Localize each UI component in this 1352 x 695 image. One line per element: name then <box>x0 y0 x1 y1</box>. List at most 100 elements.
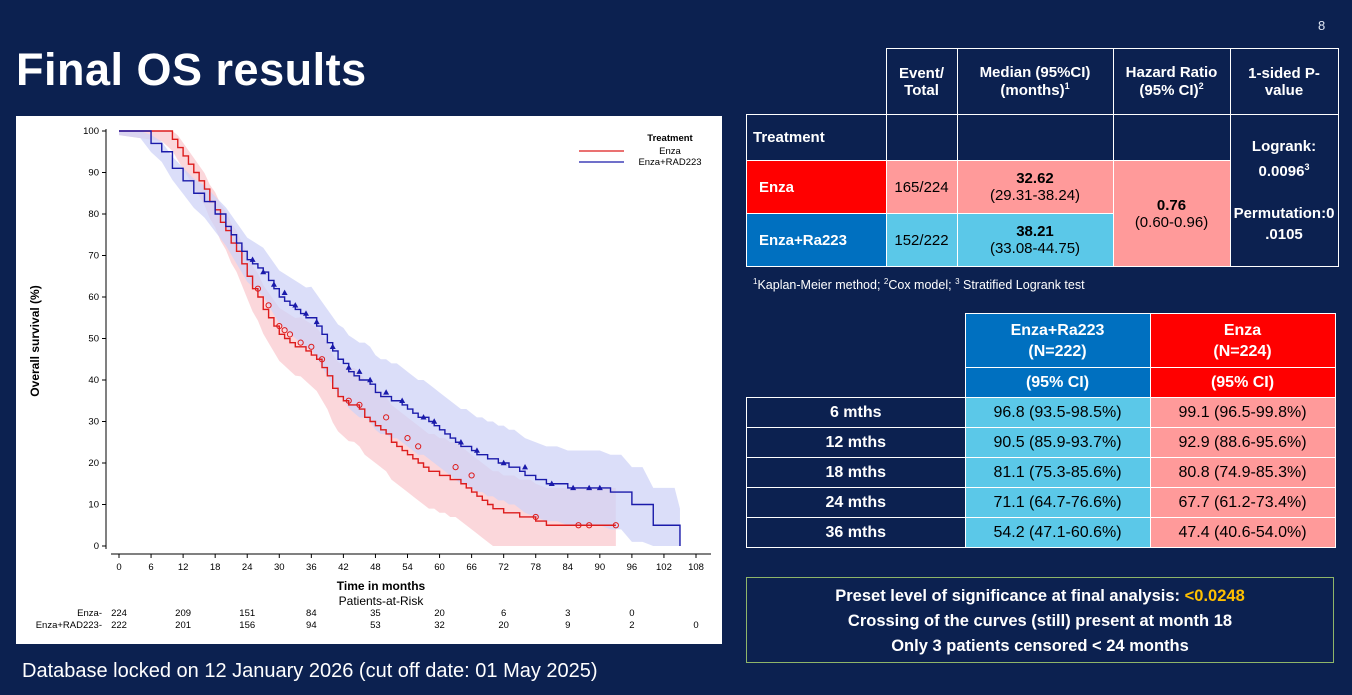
x-tick-label: 48 <box>370 562 381 573</box>
risk-count: 0 <box>629 608 634 619</box>
median-enza-ra223: 38.21 (33.08-44.75) <box>956 213 1114 267</box>
censor-mark-enza <box>468 472 475 479</box>
censor-mark-enza-rad223 <box>586 484 593 491</box>
y-tick-label: 90 <box>88 168 99 179</box>
censor-mark-enza-rad223 <box>313 318 320 325</box>
legend-label-enza-rad223: Enza+RAD223 <box>638 157 701 168</box>
x-tick-label: 84 <box>562 562 573 573</box>
censor-mark-enza-rad223 <box>570 484 577 491</box>
censor-mark-enza-rad223 <box>302 310 309 316</box>
x-tick-label: 72 <box>498 562 509 573</box>
risk-count: 53 <box>370 620 381 631</box>
value-enza-ra223: 81.1 (75.3-85.6%) <box>964 457 1151 488</box>
event-enza: 165/224 <box>885 160 958 214</box>
y-tick-label: 40 <box>88 375 99 386</box>
header-enza: Enza (N=224) <box>1149 313 1336 368</box>
legend: Treatment Enza Enza+RAD223 <box>579 133 702 168</box>
timepoint-label: 24 mths <box>746 487 966 518</box>
y-tick-label: 80 <box>88 209 99 220</box>
median-enza: 32.62 (29.31-38.24) <box>956 160 1114 214</box>
censor-mark-enza <box>415 443 422 450</box>
landmark-survival-table: Enza+Ra223 (N=222) Enza (N=224) (95% CI) (… <box>746 313 1336 548</box>
censor-mark-enza-rad223 <box>420 414 427 420</box>
censor-mark-enza <box>383 414 390 421</box>
y-tick-label: 70 <box>88 251 99 262</box>
empty-corner <box>747 314 966 368</box>
risk-table-title: Patients-at-Risk <box>339 594 425 608</box>
y-tick-label: 30 <box>88 417 99 428</box>
risk-count: 151 <box>239 608 255 619</box>
censor-mark-enza <box>575 522 582 529</box>
censor-mark-enza-rad223 <box>281 289 288 296</box>
risk-count: 35 <box>370 608 381 619</box>
censor-mark-enza <box>281 327 288 334</box>
header-event-total: Event/Total <box>885 48 958 115</box>
y-tick-label: 0 <box>94 541 99 552</box>
event-enza-ra223: 152/222 <box>885 213 958 267</box>
x-tick-label: 0 <box>116 562 121 573</box>
x-tick-label: 102 <box>656 562 672 573</box>
censor-mark-enza <box>356 401 363 408</box>
x-tick-label: 78 <box>530 562 541 573</box>
risk-row-label: Enza+RAD223- <box>36 620 102 631</box>
censor-mark-enza-rad223 <box>399 397 406 403</box>
y-tick-label: 50 <box>88 334 99 345</box>
censor-mark-enza <box>286 331 294 338</box>
footnote: 1Kaplan-Meier method; 2Cox model; 3 Stra… <box>753 277 1085 293</box>
risk-count: 2 <box>629 620 634 631</box>
censor-mark-enza <box>452 464 459 471</box>
censor-mark-enza-rad223 <box>383 389 390 395</box>
censor-mark-enza <box>586 522 593 529</box>
x-tick-label: 6 <box>148 562 153 573</box>
y-axis-label: Overall survival (%) <box>28 285 42 396</box>
legend-label-enza: Enza <box>659 146 681 157</box>
censoring-note: Only 3 patients censored < 24 months <box>891 637 1189 655</box>
ci-label-enza: (95% CI) <box>1149 367 1336 398</box>
value-enza: 80.8 (74.9-85.3%) <box>1149 457 1336 488</box>
censor-mark-enza-rad223 <box>249 256 256 262</box>
row-label-enza-ra223: Enza+Ra223 <box>746 213 887 267</box>
km-plot-panel: 0 10 20 30 40 50 60 70 80 90 100 0 6 12 18 24 30 36 42 48 54… <box>16 116 722 644</box>
survival-curve-enza-rad223 <box>119 130 681 546</box>
y-tick-label: 20 <box>88 458 99 469</box>
censor-mark-enza <box>532 513 539 521</box>
timepoint-label: 12 mths <box>746 427 966 458</box>
significance-threshold: <0.0248 <box>1184 587 1245 605</box>
pvalue-cell: Logrank: 0.00963 Permutation:0.0105 <box>1229 114 1339 267</box>
x-tick-label: 30 <box>274 562 285 573</box>
crossing-note: Crossing of the curves (still) present a… <box>847 612 1233 630</box>
treatment-label: Treatment <box>746 114 887 161</box>
empty-cell <box>885 114 958 161</box>
legend-title: Treatment <box>647 133 693 144</box>
censor-mark-enza <box>308 343 315 350</box>
x-tick-label: 18 <box>210 562 221 573</box>
value-enza: 99.1 (96.5-99.8%) <box>1149 397 1336 428</box>
censor-mark-enza-rad223 <box>356 368 363 374</box>
empty-cell <box>956 114 1114 161</box>
value-enza-ra223: 90.5 (85.9-93.7%) <box>964 427 1151 458</box>
censor-mark-enza-rad223 <box>596 484 603 491</box>
significance-box: Preset level of significance at final an… <box>746 577 1334 663</box>
empty-corner <box>747 49 887 115</box>
risk-count: 224 <box>111 608 127 619</box>
censor-mark-enza-rad223 <box>500 459 507 466</box>
value-enza-ra223: 96.8 (93.5-98.5%) <box>964 397 1151 428</box>
value-enza-ra223: 54.2 (47.1-60.6%) <box>964 517 1151 548</box>
header-hazard-ratio: Hazard Ratio (95% CI)2 <box>1112 48 1231 115</box>
risk-count: 0 <box>693 620 698 631</box>
risk-count: 201 <box>175 620 191 631</box>
risk-count: 156 <box>239 620 255 631</box>
censor-mark-enza-rad223 <box>473 447 480 453</box>
y-tick-label: 10 <box>88 500 99 511</box>
significance-line: Preset level of significance at final an… <box>835 587 1245 605</box>
x-tick-label: 66 <box>466 562 477 573</box>
risk-count: 9 <box>565 620 570 631</box>
timepoint-label: 36 mths <box>746 517 966 548</box>
x-tick-label: 54 <box>402 562 413 573</box>
censor-mark-enza-rad223 <box>345 364 352 370</box>
risk-count: 209 <box>175 608 191 619</box>
censor-mark-enza <box>404 435 411 442</box>
header-pvalue: 1-sided P-value <box>1229 48 1339 115</box>
header-median: Median (95%CI) (months)1 <box>956 48 1114 115</box>
